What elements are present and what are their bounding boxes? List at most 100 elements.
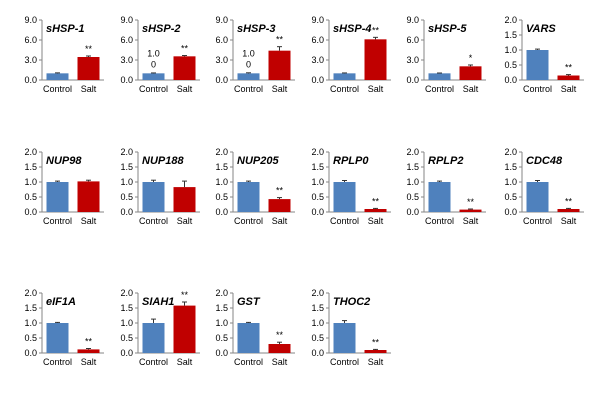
category-label: Salt — [272, 216, 288, 226]
chart-panel: 0.0 0.5 1.0 1.5 2.0 THOC2 Control ** Salt — [311, 288, 391, 367]
value-annotation: 1.0 — [147, 48, 160, 58]
category-label: Salt — [81, 357, 97, 367]
y-tick-label: 1.5 — [215, 303, 228, 313]
category-label: Control — [425, 84, 454, 94]
y-tick-label: 2.0 — [504, 15, 517, 25]
category-label: Control — [234, 216, 263, 226]
bar-control — [142, 182, 165, 212]
y-tick-label: 1.5 — [24, 303, 37, 313]
chart-panel: 0.0 0.5 1.0 1.5 2.0 CDC48 Control ** Salt — [504, 147, 584, 226]
significance-marker: ** — [565, 196, 573, 206]
chart-title: VARS — [526, 23, 556, 35]
y-tick-label: 1.5 — [504, 162, 517, 172]
y-tick-label: 9.0 — [24, 15, 37, 25]
bar-control — [237, 73, 260, 80]
bar-salt — [268, 344, 291, 353]
bar-control — [428, 182, 451, 212]
bar-control — [526, 182, 549, 212]
significance-marker: ** — [467, 197, 475, 207]
chart-panel: 0.0 3.0 6.0 9.0 sHSP-2 Control ** Salt 1.00 — [120, 15, 200, 94]
chart-panel: 0.0 0.5 1.0 1.5 2.0 NUP205 Control ** Salt — [215, 147, 295, 226]
chart-title: GST — [237, 296, 261, 308]
significance-marker: ** — [181, 44, 189, 54]
y-tick-label: 1.0 — [311, 318, 324, 328]
category-label: Salt — [561, 216, 577, 226]
category-label: Control — [330, 216, 359, 226]
significance-marker: ** — [276, 35, 284, 45]
y-tick-label: 1.0 — [24, 177, 37, 187]
category-label: Control — [43, 84, 72, 94]
y-tick-label: 0.0 — [24, 348, 37, 358]
y-tick-label: 0.5 — [215, 192, 228, 202]
y-tick-label: 0.0 — [24, 207, 37, 217]
category-label: Control — [234, 84, 263, 94]
significance-marker: ** — [85, 44, 93, 54]
category-label: Salt — [272, 84, 288, 94]
chart-panel: 0.0 0.5 1.0 1.5 2.0 RPLP2 Control ** Salt — [406, 147, 486, 226]
y-tick-label: 0.0 — [215, 207, 228, 217]
bar-control — [333, 182, 356, 212]
y-tick-label: 2.0 — [215, 147, 228, 157]
chart-title: CDC48 — [526, 155, 563, 167]
bar-control — [526, 50, 549, 80]
chart-panel: 0.0 0.5 1.0 1.5 2.0 VARS Control ** Salt — [504, 15, 584, 94]
category-label: Control — [330, 357, 359, 367]
y-tick-label: 0.0 — [311, 348, 324, 358]
y-tick-label: 2.0 — [24, 288, 37, 298]
y-tick-label: 9.0 — [311, 15, 324, 25]
category-label: Salt — [463, 84, 479, 94]
chart-panel: 0.0 0.5 1.0 1.5 2.0 eIF1A Control ** Salt — [24, 288, 104, 367]
y-tick-label: 0.5 — [311, 333, 324, 343]
bar-control — [46, 73, 69, 80]
category-label: Salt — [81, 84, 97, 94]
y-tick-label: 0.5 — [120, 192, 133, 202]
chart-title: NUP188 — [142, 155, 184, 167]
value-annotation: 0 — [151, 59, 156, 69]
bar-salt — [268, 50, 291, 80]
chart-title: sHSP-4 — [333, 23, 372, 35]
chart-panel: 0.0 3.0 6.0 9.0 sHSP-3 Control ** Salt 1.00 — [215, 15, 295, 94]
y-tick-label: 6.0 — [311, 35, 324, 45]
category-label: Salt — [81, 216, 97, 226]
category-label: Control — [523, 216, 552, 226]
chart-panel: 0.0 0.5 1.0 1.5 2.0 NUP98 Control Salt — [24, 147, 104, 226]
y-tick-label: 6.0 — [406, 35, 419, 45]
category-label: Salt — [368, 357, 384, 367]
y-tick-label: 9.0 — [406, 15, 419, 25]
y-tick-label: 9.0 — [215, 15, 228, 25]
y-tick-label: 2.0 — [24, 147, 37, 157]
chart-title: RPLP0 — [333, 155, 369, 167]
category-label: Control — [425, 216, 454, 226]
y-tick-label: 1.5 — [120, 303, 133, 313]
significance-marker: * — [469, 53, 473, 63]
y-tick-label: 0.5 — [24, 192, 37, 202]
y-tick-label: 1.5 — [215, 162, 228, 172]
y-tick-label: 2.0 — [120, 147, 133, 157]
y-tick-label: 0.5 — [24, 333, 37, 343]
y-tick-label: 0.0 — [504, 207, 517, 217]
y-tick-label: 0.5 — [504, 192, 517, 202]
category-label: Salt — [368, 216, 384, 226]
y-tick-label: 2.0 — [406, 147, 419, 157]
y-tick-label: 1.0 — [24, 318, 37, 328]
bar-salt — [557, 75, 580, 80]
y-tick-label: 0.0 — [120, 75, 133, 85]
significance-marker: ** — [85, 337, 93, 347]
chart-panel: 0.0 0.5 1.0 1.5 2.0 GST Control ** Salt — [215, 288, 295, 367]
y-tick-label: 3.0 — [311, 55, 324, 65]
chart-panel: 0.0 0.5 1.0 1.5 2.0 SIAH1 Control ** Salt — [120, 288, 200, 367]
significance-marker: ** — [565, 63, 573, 73]
chart-title: eIF1A — [46, 296, 76, 308]
y-tick-label: 1.5 — [311, 162, 324, 172]
y-tick-label: 0.0 — [120, 207, 133, 217]
category-label: Control — [43, 357, 72, 367]
chart-title: sHSP-5 — [428, 23, 467, 35]
bar-control — [237, 323, 260, 353]
bar-salt — [459, 209, 482, 212]
y-tick-label: 1.5 — [406, 162, 419, 172]
category-label: Salt — [177, 357, 193, 367]
category-label: Salt — [272, 357, 288, 367]
y-tick-label: 6.0 — [24, 35, 37, 45]
y-tick-label: 0.5 — [311, 192, 324, 202]
bar-salt — [77, 181, 100, 212]
